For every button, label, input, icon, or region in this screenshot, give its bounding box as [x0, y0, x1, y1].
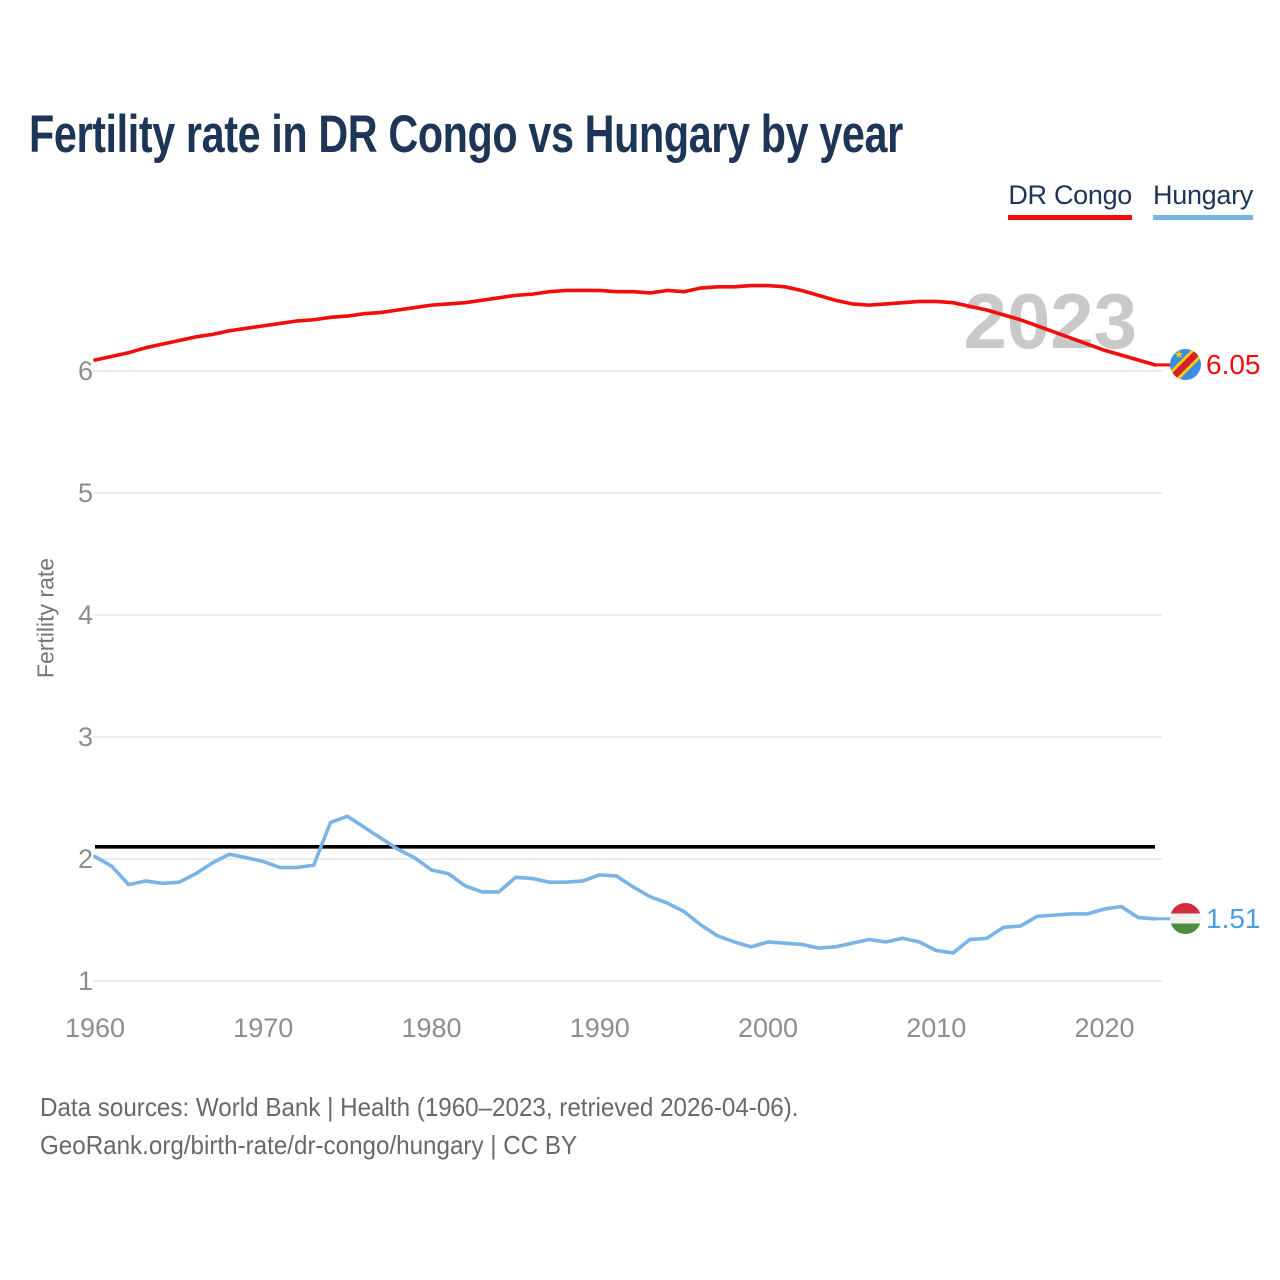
- y-tick-label-1: 1: [77, 966, 93, 996]
- footer-attribution: GeoRank.org/birth-rate/dr-congo/hungary …: [40, 1130, 578, 1160]
- footer: Data sources: World Bank | Health (1960–…: [40, 1088, 799, 1164]
- y-tick-label-2: 2: [77, 844, 93, 874]
- x-tick-label-1990: 1990: [569, 1013, 630, 1043]
- dr-congo-flag-icon: ★: [1170, 349, 1201, 381]
- watermark-year: 2023: [963, 277, 1137, 365]
- footer-sources: Data sources: World Bank | Health (1960–…: [40, 1092, 799, 1122]
- end-value-hungary: 1.51: [1206, 902, 1261, 934]
- legend-item-hungary[interactable]: Hungary: [1153, 182, 1253, 220]
- x-tick-label-2020: 2020: [1074, 1013, 1135, 1043]
- x-tick-label-1980: 1980: [401, 1013, 462, 1043]
- y-tick-label-5: 5: [77, 478, 93, 508]
- x-tick-label-1960: 1960: [64, 1013, 126, 1043]
- flag-star-icon: ★: [1174, 349, 1184, 362]
- end-value-dr-congo: 6.05: [1206, 348, 1261, 380]
- legend-item-dr-congo[interactable]: DR Congo: [1008, 182, 1132, 220]
- x-tick-label-2000: 2000: [737, 1013, 799, 1043]
- legend: DR Congo Hungary: [1008, 182, 1253, 220]
- y-tick-label-3: 3: [77, 722, 93, 752]
- series-line-dr-congo: [93, 283, 1157, 367]
- series-line-hungary: [93, 814, 1157, 955]
- y-tick-label-6: 6: [77, 356, 93, 386]
- chart-title: Fertility rate in DR Congo vs Hungary by…: [29, 105, 903, 164]
- hungary-flag-icon: [1170, 903, 1201, 935]
- y-tick-label-4: 4: [77, 600, 93, 630]
- x-tick-label-1970: 1970: [233, 1013, 294, 1043]
- x-tick-label-2010: 2010: [906, 1013, 967, 1043]
